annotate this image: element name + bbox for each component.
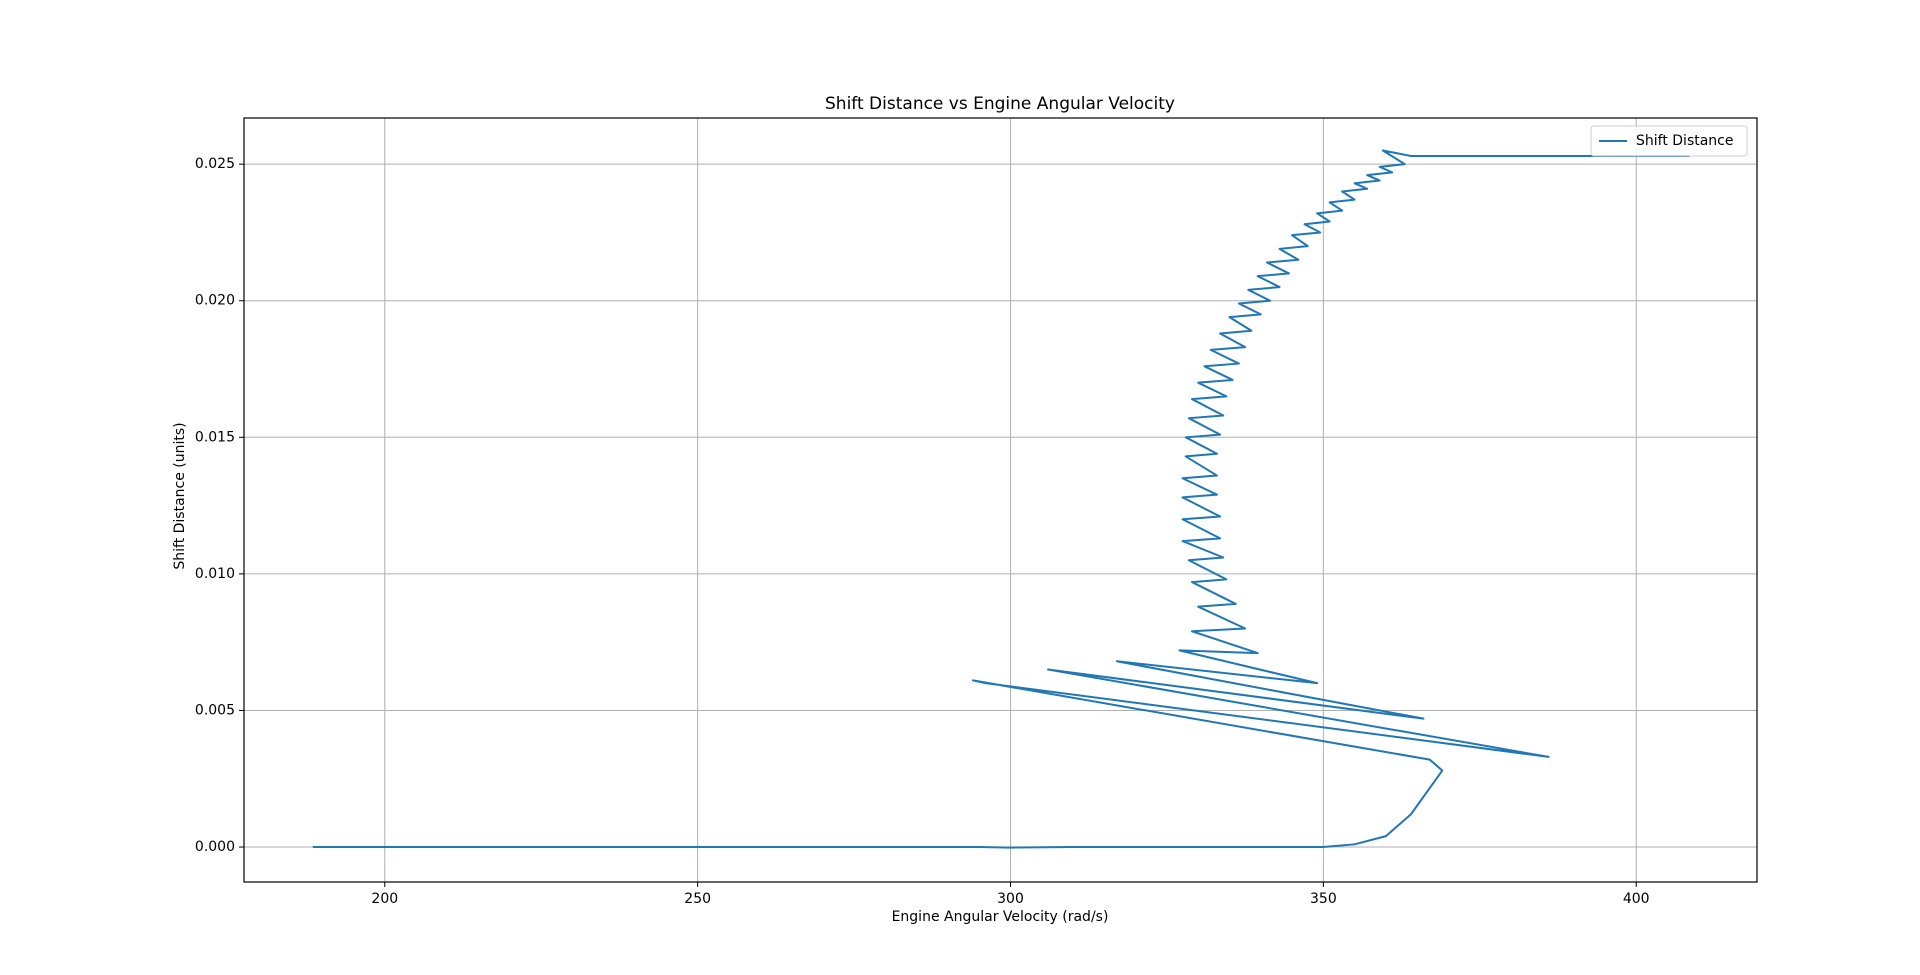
y-tick-label: 0.015 <box>195 429 235 445</box>
y-tick-label: 0.005 <box>195 702 235 718</box>
x-tick-label: 300 <box>997 891 1024 907</box>
data-line <box>312 149 1690 849</box>
y-tick-label: 0.010 <box>195 566 235 582</box>
legend-label: Shift Distance <box>1636 133 1734 149</box>
y-tick-label: 0.025 <box>195 156 235 172</box>
y-axis-label: Shift Distance (units) <box>172 422 188 569</box>
x-tick-label: 350 <box>1310 891 1337 907</box>
y-tick-label: 0.020 <box>195 293 235 309</box>
chart-title: Shift Distance vs Engine Angular Velocit… <box>825 94 1175 114</box>
plot-frame <box>243 117 1758 883</box>
x-axis-label: Engine Angular Velocity (rad/s) <box>892 909 1109 925</box>
x-tick-label: 400 <box>1623 891 1650 907</box>
x-tick-label: 200 <box>371 891 398 907</box>
x-tick-label: 250 <box>684 891 711 907</box>
y-tick-label: 0.000 <box>195 839 235 855</box>
legend-box <box>1590 125 1748 157</box>
